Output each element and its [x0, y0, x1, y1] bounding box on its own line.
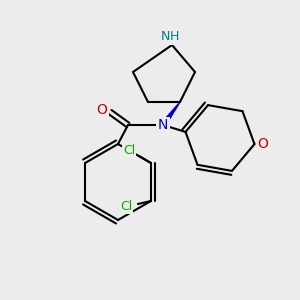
Polygon shape [161, 102, 180, 127]
Text: Cl: Cl [120, 200, 132, 212]
Text: O: O [257, 137, 268, 151]
Text: Cl: Cl [123, 145, 135, 158]
Text: N: N [160, 31, 170, 44]
Text: N: N [158, 118, 168, 132]
Text: H: H [169, 31, 179, 44]
Text: O: O [97, 103, 107, 117]
